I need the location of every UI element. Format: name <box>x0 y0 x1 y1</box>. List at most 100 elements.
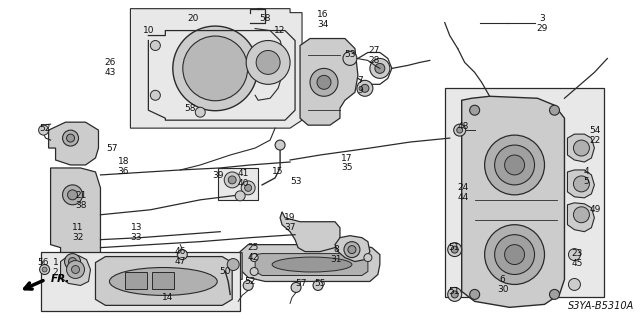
Circle shape <box>448 287 461 301</box>
Text: 8: 8 <box>333 245 339 254</box>
Circle shape <box>38 125 49 135</box>
Text: S3YA-B5310A: S3YA-B5310A <box>568 301 634 311</box>
Text: 33: 33 <box>131 233 142 242</box>
Text: 41: 41 <box>237 169 249 178</box>
Text: 6: 6 <box>500 275 506 284</box>
Circle shape <box>42 267 47 272</box>
Text: 5: 5 <box>584 177 589 186</box>
Polygon shape <box>51 168 100 287</box>
Text: 20: 20 <box>188 14 199 23</box>
Text: 43: 43 <box>105 68 116 77</box>
Text: 53: 53 <box>291 177 302 186</box>
Circle shape <box>243 280 253 290</box>
Circle shape <box>573 140 589 156</box>
Circle shape <box>227 259 239 271</box>
Text: 15: 15 <box>273 167 284 176</box>
Circle shape <box>484 135 545 195</box>
Circle shape <box>150 41 161 50</box>
Circle shape <box>451 246 458 253</box>
Circle shape <box>344 241 360 257</box>
Polygon shape <box>280 212 340 252</box>
Ellipse shape <box>173 26 258 111</box>
Text: 7: 7 <box>357 76 363 85</box>
Circle shape <box>454 124 466 136</box>
Circle shape <box>495 235 534 274</box>
Polygon shape <box>240 245 380 281</box>
Circle shape <box>246 41 290 84</box>
Text: 10: 10 <box>143 26 154 35</box>
Text: 35: 35 <box>341 163 353 173</box>
Circle shape <box>67 134 74 142</box>
Ellipse shape <box>272 257 352 272</box>
Text: 4: 4 <box>584 167 589 176</box>
Text: 28: 28 <box>368 56 380 65</box>
Circle shape <box>244 184 252 191</box>
Text: 19: 19 <box>284 213 296 222</box>
Text: 16: 16 <box>317 10 329 19</box>
Text: 47: 47 <box>175 257 186 266</box>
Text: 57: 57 <box>295 279 307 288</box>
Circle shape <box>370 58 390 78</box>
Polygon shape <box>225 253 242 279</box>
Text: 9: 9 <box>357 86 363 95</box>
Bar <box>40 252 240 311</box>
Text: 30: 30 <box>497 285 508 294</box>
Circle shape <box>310 68 338 96</box>
Circle shape <box>275 140 285 150</box>
Polygon shape <box>218 168 258 200</box>
Text: 48: 48 <box>458 122 469 131</box>
Text: 52: 52 <box>244 277 256 286</box>
Text: 46: 46 <box>175 247 186 256</box>
Circle shape <box>504 245 525 264</box>
Circle shape <box>573 207 589 223</box>
Text: 50: 50 <box>220 267 231 276</box>
Text: 34: 34 <box>317 20 329 29</box>
Text: 57: 57 <box>107 144 118 152</box>
Text: 14: 14 <box>162 293 173 302</box>
Text: FR.: FR. <box>51 274 70 285</box>
Circle shape <box>451 291 458 298</box>
Text: 53: 53 <box>344 50 356 59</box>
Text: 23: 23 <box>572 249 583 258</box>
Text: 44: 44 <box>457 193 468 202</box>
Text: 12: 12 <box>275 26 286 35</box>
Polygon shape <box>49 122 99 165</box>
Text: 13: 13 <box>131 223 142 232</box>
Circle shape <box>228 176 236 184</box>
Circle shape <box>573 176 589 192</box>
Text: 39: 39 <box>212 171 224 181</box>
Polygon shape <box>95 256 232 305</box>
Circle shape <box>364 254 372 262</box>
Text: 55: 55 <box>314 279 326 288</box>
Text: 22: 22 <box>590 136 601 145</box>
Circle shape <box>361 84 369 92</box>
Circle shape <box>63 185 83 205</box>
Text: 58: 58 <box>184 104 196 113</box>
Circle shape <box>495 145 534 185</box>
Circle shape <box>177 249 188 260</box>
Text: 37: 37 <box>284 223 296 232</box>
Circle shape <box>448 243 461 256</box>
Text: 2: 2 <box>52 268 58 277</box>
Text: 42: 42 <box>248 253 259 262</box>
Text: 56: 56 <box>37 258 49 267</box>
Polygon shape <box>568 170 595 198</box>
Text: 17: 17 <box>341 153 353 162</box>
Circle shape <box>313 280 323 290</box>
Ellipse shape <box>183 36 248 101</box>
Circle shape <box>317 75 331 89</box>
Circle shape <box>357 80 373 96</box>
Circle shape <box>348 246 356 254</box>
Polygon shape <box>61 256 90 286</box>
Circle shape <box>63 130 79 146</box>
Circle shape <box>250 268 258 276</box>
Circle shape <box>470 289 479 300</box>
Circle shape <box>241 181 255 195</box>
Polygon shape <box>461 96 564 307</box>
Circle shape <box>150 90 161 100</box>
Circle shape <box>550 289 559 300</box>
Text: 26: 26 <box>105 58 116 67</box>
Circle shape <box>195 107 205 117</box>
Circle shape <box>375 63 385 73</box>
Text: 51: 51 <box>448 243 460 252</box>
